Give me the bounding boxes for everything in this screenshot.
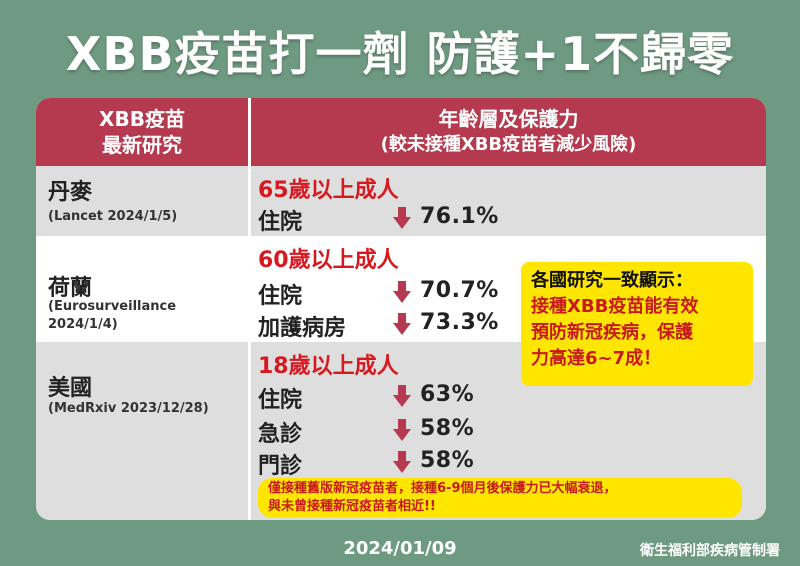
source-label: (Lancet 2024/1/5) [48,209,178,224]
age-group-label: 60歲以上成人 [258,248,399,273]
source-label-2: 2024/1/4) [48,317,118,332]
arrow-down-icon [393,207,411,229]
source-label: (Eurosurveillance [48,299,177,314]
age-group-label: 65歲以上成人 [258,178,399,203]
metric-label: 加護病房 [258,316,347,341]
age-group-label: 18歲以上成人 [258,354,399,379]
table-row-denmark: 丹麥 (Lancet 2024/1/5) 65歲以上成人 住院 76.1% [36,166,766,236]
page-title: XBB疫苗打一劑 防護+1不歸零 [65,27,735,81]
callout-line-3: 力高達6~7成！ [531,348,662,369]
protection-value: 58% [420,416,475,441]
arrow-down-icon [393,313,411,335]
arrow-down-icon [393,451,411,473]
header-left-line-1: XBB疫苗 [99,107,185,131]
callout-line-1: 接種XBB疫苗能有效 [531,296,699,317]
country-label: 美國 [48,376,93,401]
header-right-title: 年齡層及保護力 [438,107,579,131]
organization-label: 衛生福利部疾病管制署 [640,543,780,559]
source-label: (MedRxiv 2023/12/28) [48,401,209,416]
publish-date: 2024/01/09 [343,538,457,559]
note-line-1: 僅接種舊版新冠疫苗者，接種6-9個月後保護力已大幅衰退， [268,481,617,496]
country-label: 丹麥 [48,180,93,205]
metric-label: 急診 [258,422,303,447]
header-protection-column: 年齡層及保護力 (較未接種XBB疫苗者減少風險) [251,98,766,166]
protection-value: 70.7% [420,278,499,303]
arrow-down-icon [393,385,411,407]
metric-label: 門診 [258,454,303,479]
country-label: 荷蘭 [48,276,93,301]
arrow-down-icon [393,419,411,441]
header-left-line-2: 最新研究 [102,133,182,157]
protection-value: 76.1% [420,204,499,229]
header-right-subtitle: (較未接種XBB疫苗者減少風險) [380,134,637,155]
warning-note: 僅接種舊版新冠疫苗者，接種6-9個月後保護力已大幅衰退， 與未曾接種新冠疫苗者相… [258,478,742,518]
column-divider [248,98,251,520]
metric-label: 住院 [258,210,303,235]
protection-value: 58% [420,448,475,473]
arrow-down-icon [393,281,411,303]
callout-heading: 各國研究一致顯示： [531,270,693,291]
protection-value: 73.3% [420,310,499,335]
conclusion-callout: 各國研究一致顯示： 接種XBB疫苗能有效 預防新冠疾病，保護 力高達6~7成！ [521,262,753,386]
protection-value: 63% [420,382,475,407]
metric-label: 住院 [258,388,303,413]
metric-label: 住院 [258,284,303,309]
header-study-column: XBB疫苗 最新研究 [36,98,248,166]
callout-line-2: 預防新冠疾病，保護 [531,322,693,343]
table-header: XBB疫苗 最新研究 年齡層及保護力 (較未接種XBB疫苗者減少風險) [36,98,766,166]
note-line-2: 與未曾接種新冠疫苗者相近!! [268,499,436,514]
